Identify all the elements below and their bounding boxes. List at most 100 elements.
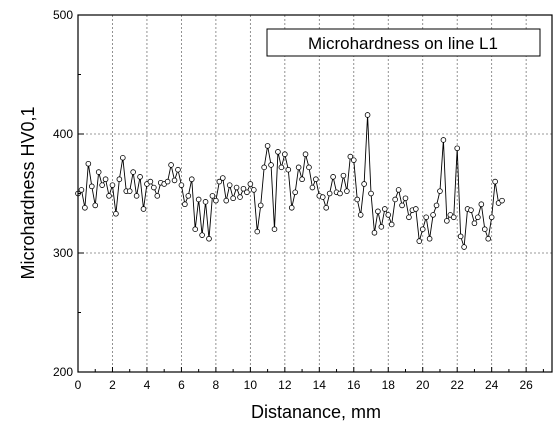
- data-point: [285, 166, 292, 173]
- data-point: [171, 177, 178, 184]
- data-point: [247, 181, 254, 187]
- data-point: [182, 201, 188, 208]
- legend-box: [266, 28, 541, 57]
- data-point: [492, 178, 498, 185]
- data-point: [402, 195, 409, 202]
- y-tick-label: 400: [53, 127, 73, 141]
- data-point: [271, 226, 278, 233]
- data-point: [120, 155, 126, 161]
- data-point: [382, 206, 388, 212]
- data-point: [430, 212, 436, 218]
- data-point: [357, 212, 364, 218]
- data-point: [302, 151, 309, 158]
- data-point: [164, 178, 171, 185]
- data-point: [113, 210, 119, 217]
- data-point: [244, 189, 250, 196]
- data-point: [130, 169, 136, 175]
- data-point: [350, 157, 357, 163]
- data-point: [385, 212, 392, 218]
- data-point: [109, 182, 116, 188]
- data-point: [178, 182, 185, 188]
- x-tick-label: 10: [244, 378, 258, 392]
- data-point: [423, 214, 429, 221]
- data-point: [133, 193, 140, 199]
- x-tick-label: 16: [347, 378, 361, 392]
- data-point: [299, 176, 305, 183]
- data-point: [99, 182, 105, 188]
- data-point: [240, 185, 247, 192]
- data-point: [282, 151, 288, 158]
- data-point: [392, 196, 398, 203]
- data-point: [419, 226, 426, 233]
- data-point: [433, 202, 440, 209]
- data-point: [368, 190, 374, 197]
- x-tick-label: 0: [75, 378, 82, 392]
- data-point: [426, 235, 433, 242]
- data-point: [416, 238, 423, 244]
- x-tick-label: 4: [144, 378, 151, 392]
- data-point: [340, 172, 347, 179]
- data-point: [85, 160, 92, 167]
- data-point: [219, 175, 226, 181]
- data-point: [237, 194, 243, 200]
- x-tick-label: 18: [382, 378, 396, 392]
- data-point: [175, 166, 181, 173]
- data-point: [116, 176, 123, 183]
- x-tick-label: 6: [178, 378, 185, 392]
- data-point: [440, 137, 447, 143]
- x-axis-title: Distanance, mm: [251, 402, 381, 422]
- data-point: [254, 228, 261, 235]
- data-point: [126, 188, 133, 194]
- data-point: [406, 214, 412, 221]
- data-point: [151, 184, 157, 191]
- data-point: [88, 183, 95, 190]
- data-point: [444, 218, 450, 224]
- data-point: [213, 197, 219, 204]
- legend: Microhardness on line L1: [266, 28, 541, 57]
- data-point: [319, 194, 326, 200]
- data-point: [306, 164, 312, 171]
- y-axis-title: Microhardness HV0,1: [18, 106, 38, 279]
- data-point: [288, 204, 295, 211]
- data-point: [478, 201, 485, 208]
- data-point: [326, 190, 333, 197]
- data-point: [485, 235, 492, 242]
- data-point: [450, 214, 457, 221]
- data-point: [323, 204, 330, 211]
- data-point: [233, 184, 240, 191]
- y-tick-label: 300: [53, 246, 73, 260]
- data-point: [202, 199, 209, 205]
- data-point: [499, 197, 505, 204]
- data-point: [106, 193, 112, 199]
- data-point: [230, 195, 236, 202]
- plot-background: [78, 15, 552, 372]
- data-point: [344, 188, 350, 194]
- data-point: [195, 196, 202, 203]
- data-point: [378, 224, 385, 230]
- data-point: [454, 145, 461, 152]
- data-point: [330, 174, 336, 180]
- data-point: [309, 184, 316, 191]
- data-point: [261, 164, 267, 171]
- data-point: [147, 178, 154, 185]
- data-point: [185, 193, 192, 199]
- data-point: [188, 176, 195, 183]
- data-point: [275, 149, 281, 155]
- data-point: [92, 202, 99, 209]
- data-point: [82, 204, 88, 211]
- data-point: [364, 112, 371, 118]
- data-point: [354, 196, 361, 203]
- data-point: [140, 206, 147, 212]
- data-point: [347, 153, 354, 160]
- data-point: [257, 202, 264, 209]
- data-point: [468, 207, 474, 213]
- data-point: [168, 162, 174, 168]
- data-point: [216, 178, 223, 185]
- data-point: [206, 235, 212, 242]
- data-point: [268, 162, 274, 168]
- grid-lines: [78, 15, 552, 372]
- data-point: [209, 193, 216, 199]
- x-tick-label: 24: [485, 378, 499, 392]
- data-point: [481, 226, 488, 233]
